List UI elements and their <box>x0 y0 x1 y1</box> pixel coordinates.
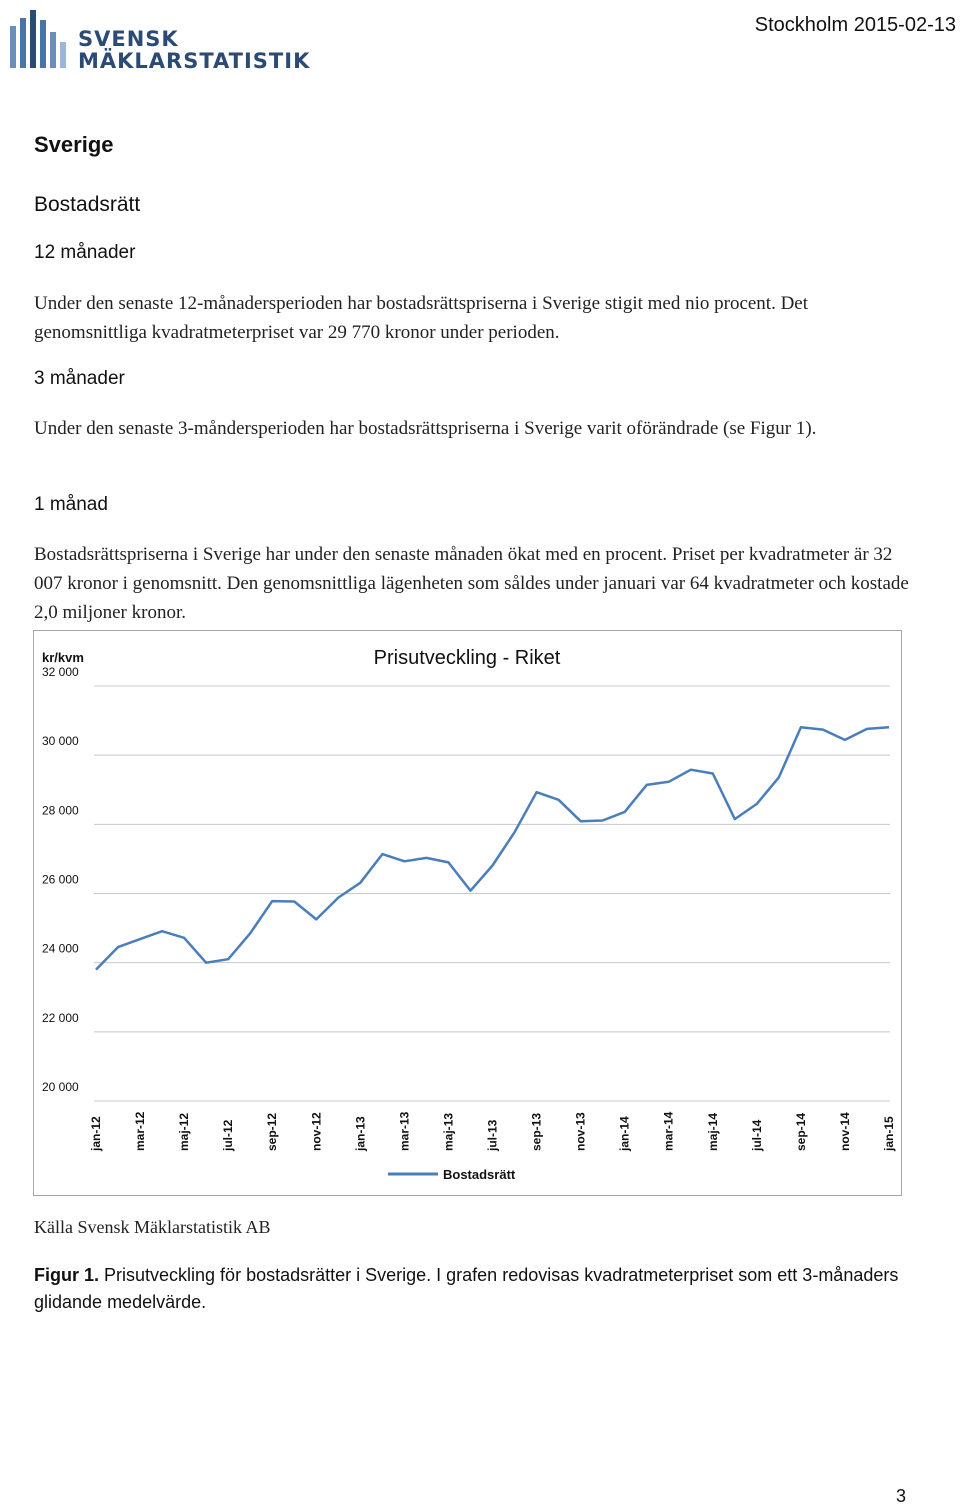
chart-title: Prisutveckling - Riket <box>374 647 561 669</box>
x-tick-label: nov-14 <box>838 1112 852 1151</box>
chart-y-ticks: 20 000 22 000 24 000 26 000 28 000 30 000 32 0… <box>42 665 79 1094</box>
x-tick-label: mar-13 <box>397 1111 411 1151</box>
heading-1-month: 1 månad <box>34 494 108 515</box>
x-tick-label: jul-14 <box>750 1119 764 1152</box>
chart-legend: Bostadsrätt <box>388 1167 516 1182</box>
paragraph-3-months: Under den senaste 3-måndersperioden har … <box>34 418 817 439</box>
x-tick-label: mar-12 <box>133 1111 147 1151</box>
logo-text: SVENSK MÄKLARSTATISTIK <box>78 28 310 72</box>
x-tick-label: sep-12 <box>265 1113 279 1151</box>
figure-caption: Figur 1. Prisutveckling för bostadsrätte… <box>34 1262 914 1316</box>
x-tick-label: maj-12 <box>177 1113 191 1151</box>
logo-line-1: SVENSK <box>78 27 179 51</box>
chart-x-ticks: jan-12 mar-12 maj-12 jul-12 sep-12 nov-12 jan-… <box>89 1111 896 1152</box>
page-number: 3 <box>895 1486 906 1506</box>
legend-label: Bostadsrätt <box>443 1167 516 1182</box>
chart-series <box>95 725 890 971</box>
x-tick-label: maj-14 <box>706 1113 720 1151</box>
price-chart: Prisutveckling - Riket kr/kvm 20 000 22 0… <box>33 630 902 1196</box>
x-tick-label: maj-13 <box>441 1113 455 1151</box>
y-tick-label: 32 000 <box>42 665 79 679</box>
x-tick-label: nov-12 <box>309 1112 323 1151</box>
x-tick-label: sep-13 <box>530 1113 544 1151</box>
svensk-maklarstatistik-logo: SVENSK MÄKLARSTATISTIK <box>8 6 309 72</box>
place-date: Stockholm 2015-02-13 <box>754 14 956 36</box>
x-tick-label: nov-13 <box>574 1112 588 1151</box>
series-line <box>95 725 890 971</box>
x-tick-label: jan-12 <box>89 1116 103 1152</box>
x-tick-label: jan-15 <box>882 1116 896 1152</box>
section-subtitle: Bostadsrätt <box>34 193 141 216</box>
x-tick-label: jul-13 <box>486 1119 500 1152</box>
y-tick-label: 30 000 <box>42 734 79 748</box>
y-tick-label: 20 000 <box>42 1080 79 1094</box>
y-tick-label: 22 000 <box>42 1011 79 1025</box>
chart-grid <box>94 685 890 1102</box>
chart-ylabel: kr/kvm <box>42 650 84 665</box>
figure-caption-text: Prisutveckling för bostadsrätter i Sveri… <box>34 1265 899 1312</box>
x-tick-label: mar-14 <box>662 1111 676 1151</box>
heading-12-months: 12 månader <box>34 242 136 263</box>
logo-line-2: MÄKLARSTATISTIK <box>78 49 311 73</box>
logo-bars-icon <box>10 10 66 68</box>
heading-3-months: 3 månader <box>34 368 125 389</box>
y-tick-label: 24 000 <box>42 942 79 956</box>
figure-caption-label: Figur 1. <box>34 1265 100 1285</box>
x-tick-label: jul-12 <box>221 1119 235 1152</box>
paragraph-1-month: Bostadsrättspriserna i Sverige har under… <box>34 544 909 623</box>
x-tick-label: sep-14 <box>794 1113 808 1151</box>
section-title: Sverige <box>34 132 114 157</box>
y-tick-label: 26 000 <box>42 873 79 887</box>
x-tick-label: jan-13 <box>353 1116 367 1152</box>
x-tick-label: jan-14 <box>618 1116 632 1152</box>
chart-source: Källa Svensk Mäklarstatistik AB <box>34 1217 271 1237</box>
price-chart-svg: Prisutveckling - Riket kr/kvm 20 000 22 0… <box>42 647 896 1182</box>
y-tick-label: 28 000 <box>42 803 79 817</box>
paragraph-12-months: Under den senaste 12-månadersperioden ha… <box>34 293 809 343</box>
